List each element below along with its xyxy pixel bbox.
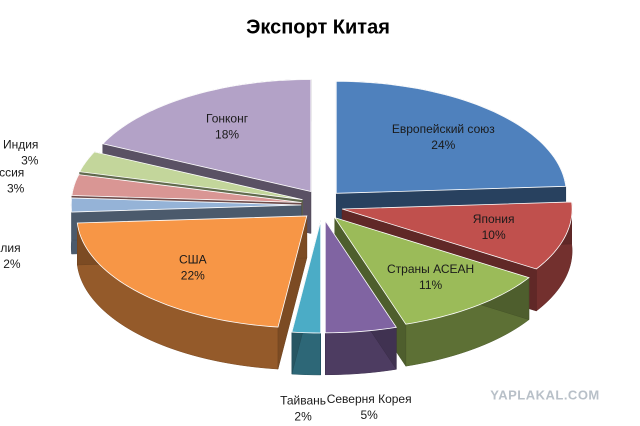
value-label: 22%	[181, 268, 205, 282]
slice	[342, 201, 573, 270]
slice	[335, 80, 567, 194]
slice-label: Индия	[3, 137, 38, 151]
value-label: 2%	[294, 410, 312, 424]
chart-title: Экспорт Китая	[246, 16, 390, 38]
value-label: 18%	[215, 127, 239, 141]
slice-label: Россия	[0, 165, 24, 179]
value-label: 10%	[482, 228, 506, 242]
value-label: 2%	[3, 257, 21, 271]
slice-label: Северня Корея	[327, 392, 412, 406]
value-label: 5%	[360, 408, 378, 422]
slice	[76, 215, 308, 328]
slice	[101, 79, 312, 192]
slice-label: Страны АСЕАН	[387, 262, 474, 276]
slice	[291, 220, 322, 334]
value-label: 24%	[431, 138, 455, 152]
slice	[79, 151, 303, 200]
slice	[324, 219, 398, 334]
slice-label: Бразилия	[0, 241, 21, 255]
slice-label: Япония	[473, 212, 515, 226]
value-label: 3%	[7, 181, 25, 195]
slice-label: Европейский союз	[392, 122, 495, 136]
slice-label: Тайвань	[280, 394, 326, 408]
slice	[71, 174, 302, 203]
slice	[333, 216, 530, 325]
slice	[70, 197, 302, 213]
slice-label: США	[179, 252, 207, 266]
slice-label: Гонконг	[206, 111, 249, 125]
watermark: YAPLAKAL.COM	[490, 387, 600, 402]
value-label: 11%	[419, 278, 442, 292]
value-label: 3%	[21, 153, 39, 167]
